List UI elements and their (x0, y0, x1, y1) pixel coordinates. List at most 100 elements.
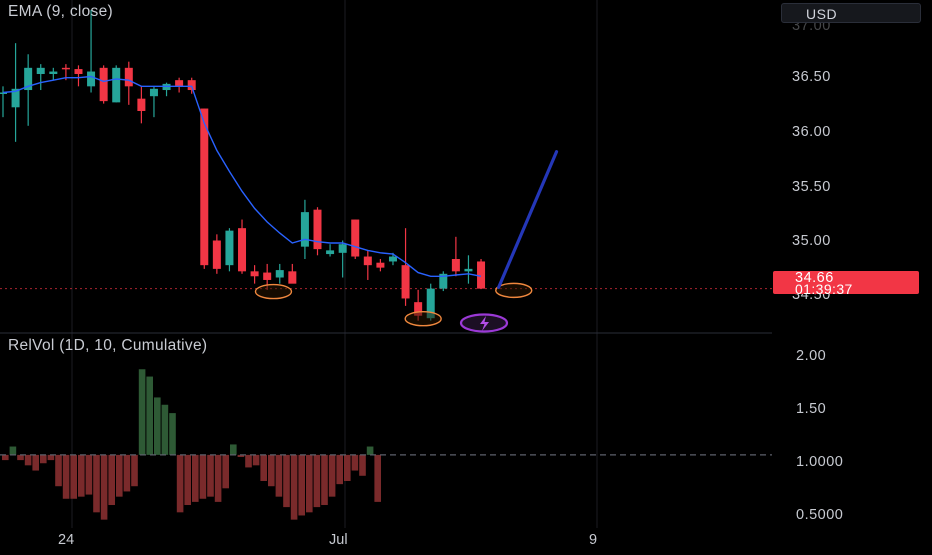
currency-button[interactable]: USD (781, 3, 921, 23)
candle-body (112, 67, 121, 103)
candle-body (24, 67, 33, 91)
candle-body (175, 80, 184, 87)
relvol-bar (275, 454, 283, 497)
relvol-bar (344, 454, 351, 481)
candle-body (74, 69, 83, 74)
price-axis-label: 36.50 (792, 69, 831, 85)
relvol-bar (55, 454, 62, 487)
last-price-tag: 34.66 01:39:37 (773, 270, 919, 297)
relvol-axis-label: 0.5000 (796, 507, 843, 523)
relvol-bar (230, 444, 237, 455)
candlesticks (0, 9, 486, 321)
relvol-bar (70, 454, 77, 499)
candle-body (326, 250, 335, 255)
ema-indicator-label[interactable]: EMA (9, close) (8, 3, 113, 20)
relvol-bar (192, 454, 199, 502)
candle-body (212, 240, 221, 269)
relvol-bar (17, 454, 24, 461)
time-axis-label: Jul (329, 532, 348, 548)
relvol-bar (176, 454, 184, 513)
candle-body (351, 219, 360, 257)
relvol-axis-label: 1.0000 (796, 454, 843, 470)
relvol-bar (252, 454, 260, 466)
relvol-bar (108, 454, 115, 506)
lightning-icon (480, 316, 489, 331)
relvol-indicator-label[interactable]: RelVol (1D, 10, Cumulative) (8, 337, 208, 354)
relvol-bar (298, 454, 305, 516)
price-axis-label: 36.00 (792, 124, 831, 140)
relvol-bar (146, 376, 153, 455)
price-axis-label: 35.50 (792, 179, 831, 195)
relvol-bar (268, 454, 275, 487)
candle-body (124, 67, 133, 87)
grid-lines (71, 0, 598, 528)
candle-body (238, 228, 247, 272)
relvol-bar (100, 454, 108, 520)
relvol-bar (245, 454, 252, 468)
relvol-bar (123, 454, 131, 492)
relvol-bar (131, 454, 138, 487)
relvol-axis[interactable]: 2.00 1.50 1.0000 0.5000 (796, 348, 843, 523)
relvol-bar (222, 454, 229, 489)
candle-body (149, 88, 158, 97)
candle-body (99, 67, 108, 102)
relvol-bar (154, 397, 161, 455)
relvol-bar (85, 454, 93, 495)
candle-body (250, 271, 259, 277)
last-price-value: 34.66 (795, 270, 834, 286)
candle-body (87, 71, 96, 87)
candle-body (300, 212, 309, 247)
candle-body (313, 209, 322, 250)
relvol-bar (184, 454, 191, 506)
candle-body (61, 67, 70, 70)
relvol-bar (290, 454, 298, 520)
relvol-bar (351, 454, 359, 471)
relvol-bar (313, 454, 321, 508)
candle-body (426, 288, 435, 319)
candle-body (464, 268, 473, 272)
relvol-bar (328, 454, 336, 497)
candle-body (0, 92, 7, 94)
price-axis-label: 35.00 (792, 233, 831, 249)
candle-body (401, 265, 410, 299)
relvol-bar (161, 404, 169, 455)
highlight-markers (254, 282, 533, 327)
relvol-bar (366, 446, 374, 455)
candle-body (439, 273, 448, 289)
candle-body (187, 80, 196, 91)
time-axis-label: 9 (589, 532, 597, 548)
bar-countdown: 01:39:37 (795, 281, 853, 297)
relvol-bar (260, 454, 267, 481)
relvol-bar (359, 454, 366, 476)
candle-body (225, 230, 234, 266)
ema-line (2, 75, 482, 277)
highlight-marker (404, 311, 442, 327)
relvol-bar (169, 413, 176, 455)
price-axis[interactable]: 37.00 36.50 36.00 35.50 35.00 34.50 (792, 18, 831, 303)
projection-line[interactable] (497, 150, 559, 289)
candle-body (275, 270, 284, 278)
relvol-bar (138, 369, 146, 455)
event-marker[interactable] (459, 313, 509, 333)
time-axis-label: 24 (58, 532, 74, 548)
relvol-bar (214, 454, 222, 502)
relvol-axis-label: 2.00 (796, 348, 826, 364)
relvol-bar (306, 454, 313, 513)
candle-body (451, 259, 460, 272)
relvol-bar (283, 454, 290, 508)
relvol-bar (9, 446, 17, 455)
relvol-bar (237, 454, 245, 457)
candle-body (36, 67, 45, 74)
candle-body (137, 98, 146, 111)
relvol-bar (207, 454, 214, 497)
candle-body (363, 256, 372, 266)
highlight-marker (254, 283, 293, 300)
relvol-bar (321, 454, 328, 506)
candle-body (388, 256, 397, 262)
candle-body (376, 262, 385, 268)
time-axis[interactable]: 24 Jul 9 (58, 532, 597, 548)
candle-body (49, 71, 58, 74)
relvol-bar (116, 454, 123, 497)
